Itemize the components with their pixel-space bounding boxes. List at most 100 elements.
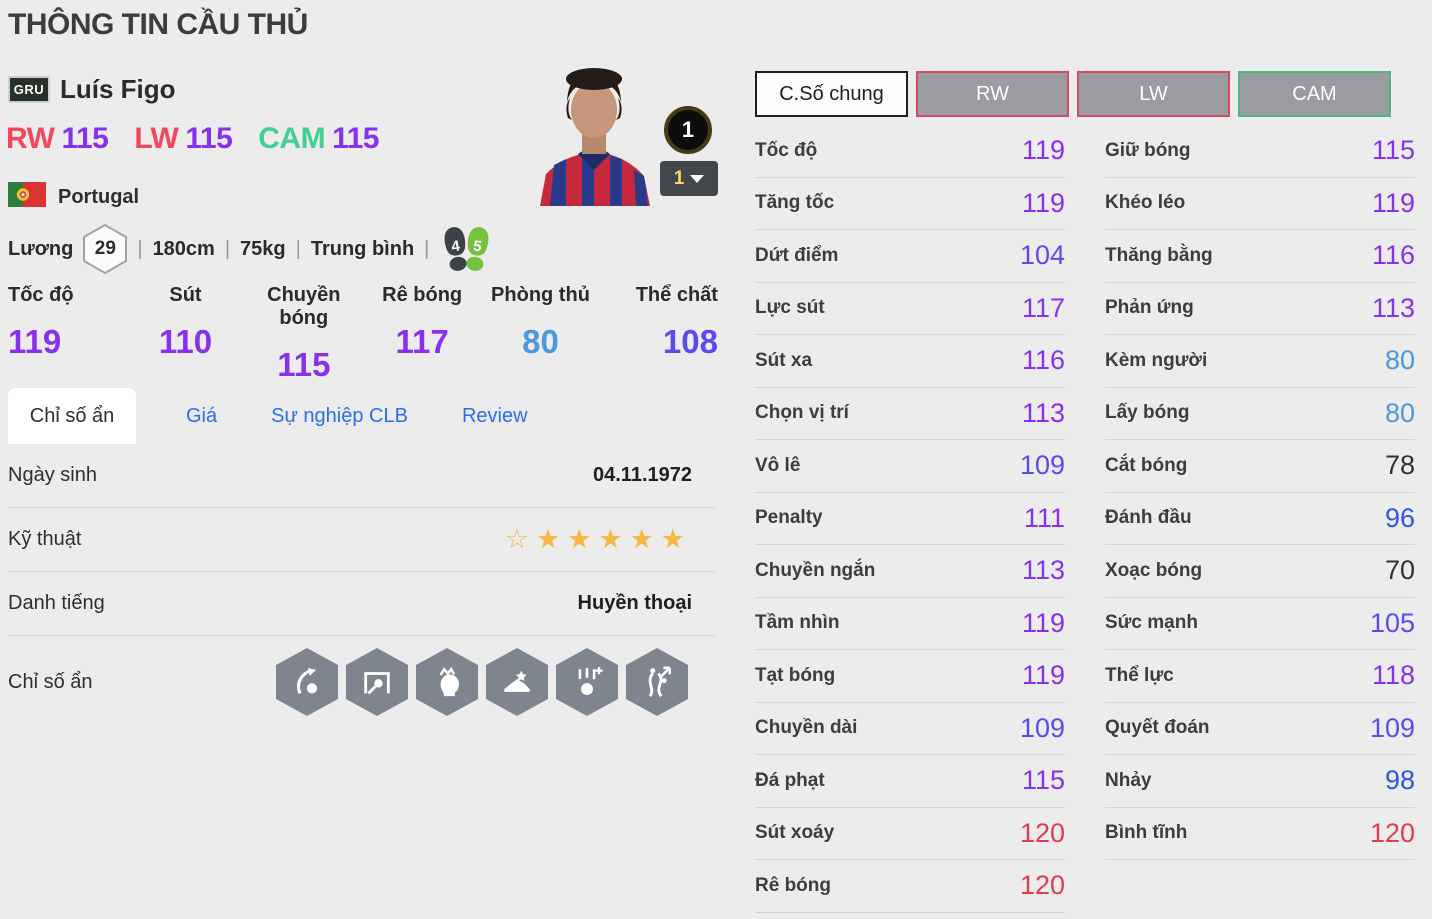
separator: |: [224, 237, 231, 260]
stat-value: 78: [1384, 450, 1415, 481]
tab-review[interactable]: Review: [461, 404, 528, 427]
stat-label: Vô lê: [755, 454, 801, 476]
stat-value: 109: [1019, 450, 1065, 481]
curve-shot-trait-icon[interactable]: [276, 648, 338, 716]
stat-value: 111: [1023, 502, 1065, 533]
stat-value: 109: [1369, 712, 1415, 743]
stat-value: 80: [1384, 397, 1415, 428]
traits-row: Chỉ số ẩn: [8, 636, 716, 728]
position-rating-value: 115: [332, 122, 379, 155]
stat-row: Đá phạt 115: [755, 755, 1065, 808]
stat-label: Sút xoáy: [755, 822, 835, 844]
position-rating-value: 115: [185, 122, 233, 155]
stat-label: Kèm người: [1105, 349, 1208, 371]
stat-row: Thăng bằng 116: [1105, 230, 1415, 283]
stat-row: Rê bóng 120: [755, 860, 1065, 913]
stat-row: Kèm người 80: [1105, 335, 1415, 388]
summary-stat: Tốc độ 119: [8, 284, 126, 384]
stat-filter-button-rw[interactable]: RW: [916, 71, 1069, 117]
tab-chỉ-số-ẩn[interactable]: Chỉ số ẩn: [8, 388, 136, 444]
stat-row: Quyết đoán 109: [1105, 703, 1415, 755]
birth-date-value: 04.11.1972: [593, 464, 692, 486]
fame-label: Danh tiếng: [8, 592, 105, 614]
stat-value: 109: [1019, 712, 1065, 743]
stat-row: Lực sút 117: [755, 283, 1065, 335]
position-label: LW: [134, 122, 179, 155]
stat-value: 116: [1021, 345, 1065, 376]
stat-value: 113: [1021, 555, 1065, 586]
stat-filter-button-c-s-chung[interactable]: C.Số chung: [755, 71, 908, 117]
summary-stat-value: 119: [8, 323, 62, 360]
stat-value: 117: [1021, 292, 1065, 323]
stat-row: Dứt điểm 104: [755, 230, 1065, 283]
stat-value: 98: [1384, 765, 1415, 796]
player-portrait: [520, 58, 668, 211]
foot-ratings: 4 5: [441, 226, 492, 272]
stat-label: Dứt điểm: [755, 244, 839, 266]
flair-head-trait-icon[interactable]: [416, 648, 478, 716]
stat-label: Sút xa: [755, 349, 813, 371]
page-title: THÔNG TIN CẦU THỦ: [8, 8, 308, 41]
level-dropdown-value: 1: [673, 167, 685, 189]
stat-value: 113: [1021, 397, 1065, 428]
position-label: CAM: [258, 122, 326, 155]
stat-label: Nhảy: [1105, 769, 1152, 791]
stats-column-right: Giữ bóng 115 Khéo léo 119 Thăng bằng 116 Phản …: [1105, 125, 1415, 860]
stat-value: 105: [1369, 607, 1415, 638]
stat-row: Nhảy 98: [1105, 755, 1415, 808]
player-weight: 75kg: [240, 237, 286, 260]
rising-ball-trait-icon[interactable]: [556, 648, 618, 716]
stat-value: 118: [1371, 660, 1415, 691]
stat-filter-button-lw[interactable]: LW: [1077, 71, 1230, 117]
stat-label: Lực sút: [755, 297, 825, 319]
nation-name: Portugal: [58, 185, 140, 208]
stat-label: Giữ bóng: [1105, 139, 1191, 161]
salary-value: 29: [94, 238, 116, 259]
stat-label: Tạt bóng: [755, 664, 836, 686]
birth-date-row: Ngày sinh 04.11.1972: [8, 444, 716, 508]
stat-row: Chuyền ngắn 113: [755, 545, 1065, 598]
stat-row: Chuyền dài 109: [755, 703, 1065, 755]
position-rating-value: 115: [61, 122, 109, 155]
stat-row: Chọn vị trí 113: [755, 388, 1065, 440]
summary-stat: Chuyền bóng 115: [245, 284, 363, 384]
skill-foot-icon: 5: [459, 224, 495, 274]
stat-row: Tạt bóng 119: [755, 650, 1065, 703]
level-dropdown[interactable]: 1: [660, 161, 718, 196]
fame-value: Huyền thoại: [577, 592, 692, 614]
summary-stat-value: 115: [277, 346, 331, 383]
stat-row: Cắt bóng 78: [1105, 440, 1415, 493]
stat-value: 80: [1384, 345, 1415, 376]
summary-stat: Rê bóng 117: [363, 284, 481, 384]
skill-moves-row: Kỹ thuật ☆★★★★★: [8, 508, 716, 572]
stat-value: 119: [1371, 187, 1415, 218]
tab-giá[interactable]: Giá: [186, 404, 218, 427]
power-boot-trait-icon[interactable]: [486, 648, 548, 716]
stat-label: Penalty: [755, 507, 823, 529]
summary-stat: Thể chất 108: [600, 284, 718, 384]
stat-row: Khéo léo 119: [1105, 178, 1415, 230]
level-badge-value: 1: [681, 117, 695, 142]
stat-value: 119: [1021, 607, 1065, 638]
goal-net-shot-trait-icon[interactable]: [346, 648, 408, 716]
tab-sự-nghiệp-clb[interactable]: Sự nghiệp CLB: [271, 404, 408, 427]
stat-label: Lấy bóng: [1105, 402, 1190, 424]
stat-filter-button-cam[interactable]: CAM: [1238, 71, 1391, 117]
stat-value: 119: [1021, 135, 1065, 166]
birth-date-label: Ngày sinh: [8, 464, 97, 486]
summary-stat: Sút 110: [126, 284, 244, 384]
stat-label: Xoạc bóng: [1105, 559, 1203, 581]
stat-label: Quyết đoán: [1105, 717, 1210, 739]
salary-badge: 29: [83, 224, 128, 274]
dribble-path-trait-icon[interactable]: [626, 648, 688, 716]
skill-moves-label: Kỹ thuật: [8, 528, 82, 550]
player-bio-row: Lương 29 | 180cm | 75kg | Trung bình | 4…: [8, 224, 492, 274]
nation-row: Portugal: [8, 182, 139, 212]
stat-value: 113: [1371, 292, 1415, 323]
stat-row: Vô lê 109: [755, 440, 1065, 493]
tab-bar: Chỉ số ẩn Giá Sự nghiệp CLB Review: [8, 388, 532, 444]
player-height: 180cm: [152, 237, 215, 260]
stat-label: Tầm nhìn: [755, 612, 840, 634]
summary-stat-label: Phòng thủ: [491, 284, 590, 306]
stat-row: Sức mạnh 105: [1105, 598, 1415, 650]
